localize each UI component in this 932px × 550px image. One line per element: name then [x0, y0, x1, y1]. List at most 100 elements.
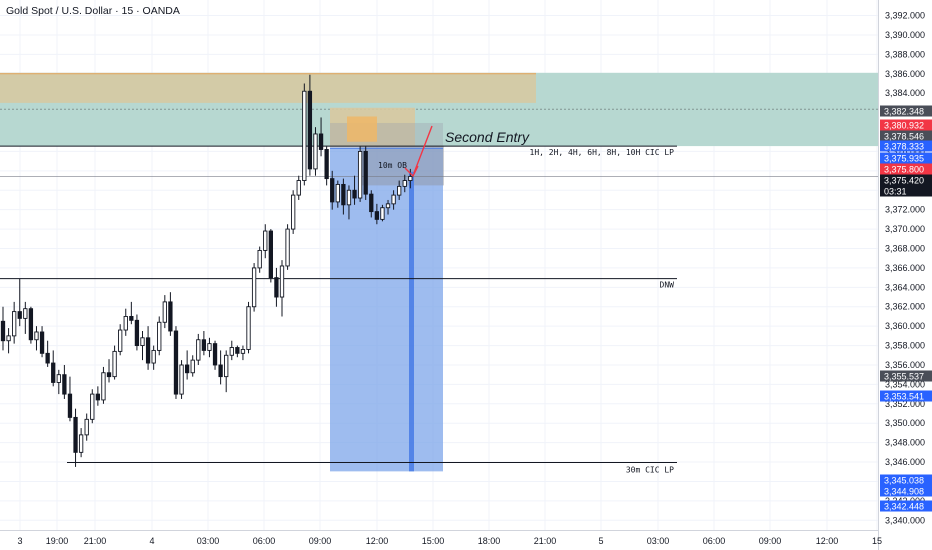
candle-body-59 — [330, 178, 335, 203]
candle-body-14 — [78, 434, 84, 453]
price-tag-bg-2 — [880, 130, 932, 142]
level-label-30m-cic-lp: 30m CIC LP — [626, 466, 674, 475]
x-tick-label-9: 18:00 — [478, 536, 501, 546]
x-tick-label-16: 15 — [872, 536, 882, 546]
price-tag-bg-11 — [880, 500, 932, 512]
candle-body-31 — [173, 330, 179, 395]
y-tick-label-7: 3,354.000 — [885, 379, 925, 389]
candle-body-26 — [145, 337, 151, 364]
y-tick-label-10: 3,360.000 — [885, 321, 925, 331]
candle-body-23 — [129, 315, 134, 321]
candle-body-72 — [402, 180, 407, 187]
price-tag-label-3: 3,378.333 — [884, 141, 924, 151]
candle-body-68 — [380, 207, 385, 220]
candle-body-1 — [6, 335, 11, 342]
y-tick-label-11: 3,362.000 — [885, 302, 925, 312]
inner-ob-highlight — [347, 116, 377, 142]
candle-body-25 — [140, 337, 145, 347]
candle-body-42 — [235, 347, 240, 354]
x-tick-label-0: 3 — [17, 536, 22, 546]
candle-body-18 — [101, 372, 106, 401]
candle-body-8 — [45, 352, 50, 364]
y-tick-label-23: 3,386.000 — [885, 69, 925, 79]
y-tick-label-25: 3,390.000 — [885, 30, 925, 40]
ob-10m-label: 10m OB — [378, 161, 407, 170]
x-tick-label-13: 06:00 — [703, 536, 726, 546]
price-tag-bg-0 — [880, 105, 932, 117]
candle-body-67 — [374, 211, 380, 220]
price-tag-label-1: 3,380.932 — [884, 120, 924, 130]
candle-body-28 — [157, 321, 162, 351]
x-tick-label-8: 15:00 — [422, 536, 445, 546]
candle-body-38 — [212, 343, 218, 366]
price-tag-label-10: 3,344.908 — [884, 486, 924, 496]
entry-column — [409, 171, 414, 472]
price-tag-bg-6 — [880, 174, 932, 197]
candle-body-50 — [279, 265, 285, 298]
candle-body-46 — [257, 249, 262, 269]
candle-body-64 — [357, 150, 363, 199]
price-tag-label-4: 3,375.935 — [884, 153, 924, 163]
x-tick-label-1: 19:00 — [46, 536, 69, 546]
y-tick-label-26: 3,392.000 — [885, 11, 925, 21]
y-tick-label-16: 3,372.000 — [885, 205, 925, 215]
x-tick-label-5: 06:00 — [253, 536, 276, 546]
candle-body-17 — [95, 393, 101, 401]
price-tag-label-5: 3,375.800 — [884, 164, 924, 174]
level-label-dnw: DNW — [660, 281, 675, 290]
x-tick-label-10: 21:00 — [534, 536, 557, 546]
candle-body-52 — [291, 194, 296, 230]
candle-body-30 — [168, 301, 173, 332]
candle-body-56 — [313, 133, 318, 170]
price-tag-bg-3 — [880, 140, 932, 152]
y-tick-label-3: 3,346.000 — [885, 457, 925, 467]
price-tag-bg-9 — [880, 474, 932, 486]
candle-body-53 — [296, 180, 301, 196]
entry-arrow-head — [404, 165, 419, 178]
candle-body-73 — [408, 176, 413, 181]
candle-body-51 — [285, 228, 290, 267]
candle-body-60 — [335, 183, 340, 203]
x-tick-label-2: 21:00 — [84, 536, 107, 546]
stop-area — [330, 122, 443, 149]
price-tag-bg-4 — [880, 152, 932, 164]
price-axis[interactable]: 3,340.0003,342.0003,344.0003,346.0003,34… — [878, 0, 932, 550]
y-tick-label-14: 3,368.000 — [885, 243, 925, 253]
zones — [0, 72, 878, 147]
candle-body-22 — [123, 315, 128, 331]
candle-body-40 — [224, 354, 229, 378]
y-tick-label-4: 3,348.000 — [885, 438, 925, 448]
candle-body-32 — [179, 364, 184, 395]
x-tick-label-11: 5 — [598, 536, 603, 546]
candle-body-36 — [201, 339, 207, 351]
candle-body-45 — [251, 267, 257, 308]
time-axis-bg — [0, 530, 878, 550]
time-axis[interactable]: 3 19:00 21:00 4 03:00 06:00 09:00 12:00 15:00 18:… — [0, 530, 882, 550]
candle-body-3 — [17, 311, 22, 319]
candle-body-2 — [12, 311, 17, 337]
price-tag-label-9: 3,345.038 — [884, 475, 924, 485]
x-tick-label-3: 4 — [149, 536, 154, 546]
y-tick-label-9: 3,358.000 — [885, 341, 925, 351]
candle-body-0 — [0, 320, 6, 342]
candle-body-70 — [391, 194, 396, 205]
candle-body-34 — [190, 359, 195, 374]
candle-body-71 — [397, 185, 402, 196]
candle-body-37 — [207, 343, 212, 351]
y-tick-label-13: 3,366.000 — [885, 263, 925, 273]
y-tick-label-6: 3,352.000 — [885, 399, 925, 409]
candle-body-10 — [56, 374, 61, 383]
candle-body-41 — [229, 347, 234, 356]
y-tick-label-24: 3,388.000 — [885, 49, 925, 59]
x-tick-label-4: 03:00 — [197, 536, 220, 546]
candle-body-15 — [84, 418, 89, 436]
candle-body-58 — [324, 149, 329, 180]
price-tag-bg-10 — [880, 485, 932, 497]
candle-body-4 — [23, 308, 28, 319]
price-tag-label-8: 3,353.541 — [884, 391, 924, 401]
candle-body-49 — [274, 277, 279, 298]
y-tick-label-15: 3,370.000 — [885, 224, 925, 234]
